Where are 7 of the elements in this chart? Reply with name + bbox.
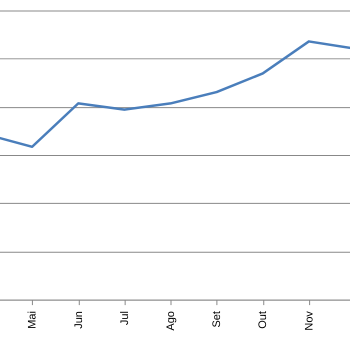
x-tick-label: Ago	[165, 311, 178, 331]
x-tick-label: Mai	[26, 311, 39, 329]
x-tick-label: Jun	[72, 311, 85, 329]
x-tick-label: Out	[257, 311, 270, 329]
x-tick-label: Set	[211, 311, 224, 328]
x-tick-label: Jul	[118, 311, 131, 326]
x-tick-label: Nov	[303, 310, 316, 331]
